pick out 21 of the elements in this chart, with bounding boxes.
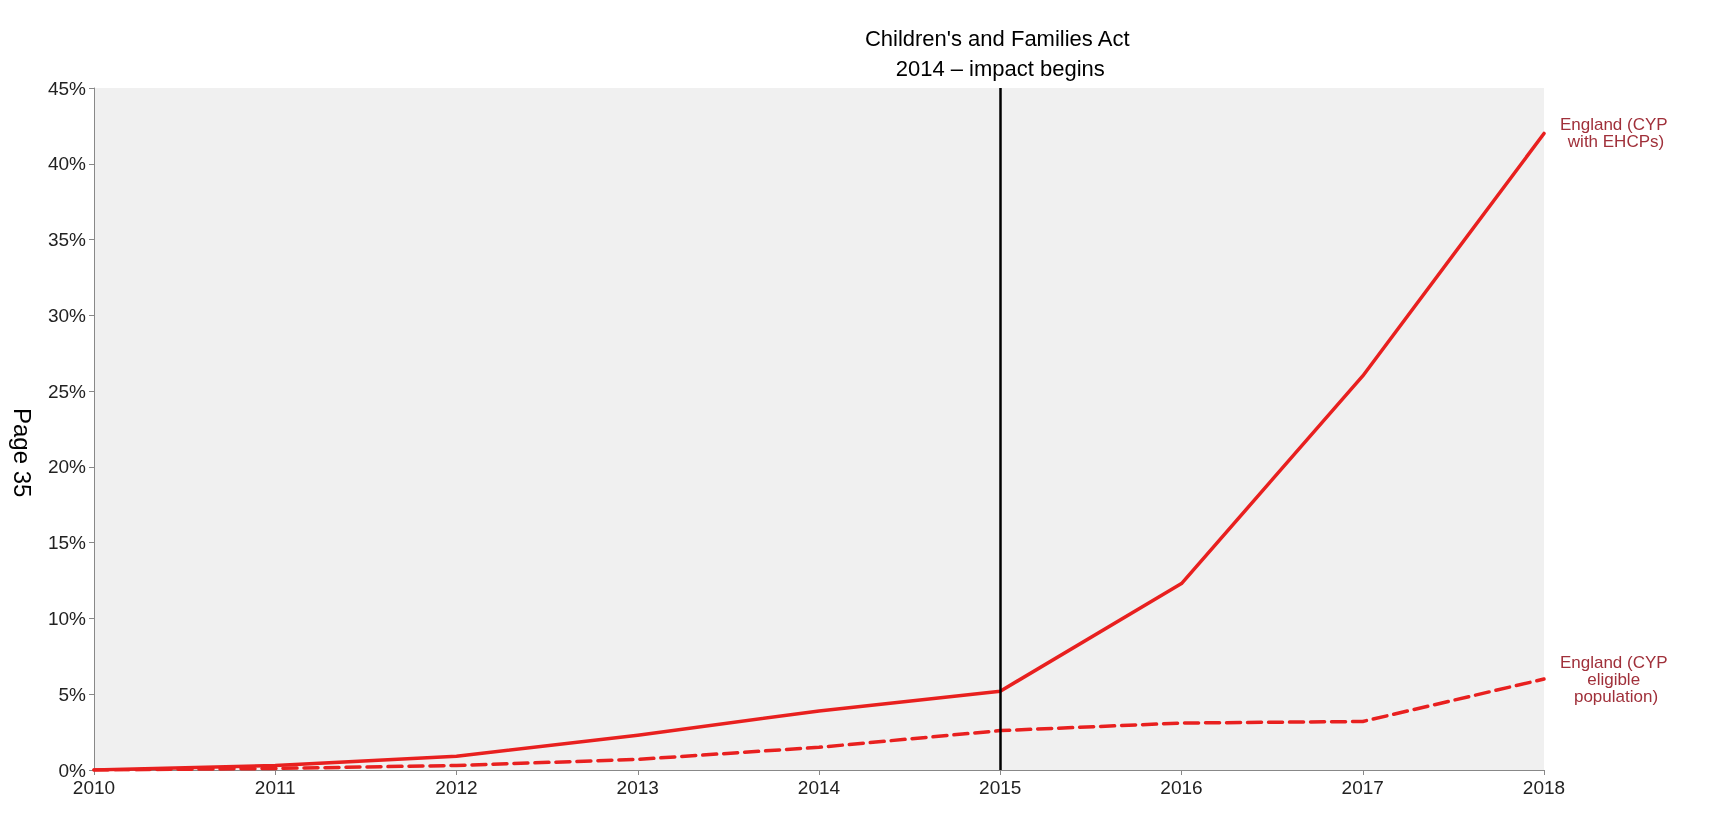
y-tick-label: 5% — [58, 683, 87, 705]
x-tick-label: 2015 — [979, 777, 1022, 798]
y-tick-label: 10% — [47, 607, 87, 629]
y-tick-label: 30% — [47, 304, 87, 326]
y-tick-label: 40% — [47, 153, 87, 175]
x-tick-label: 2018 — [1522, 777, 1566, 798]
text: Page 35 — [8, 408, 36, 498]
series-label: England (CYP with EHCPs) — [1559, 115, 1673, 152]
x-tick-label: 2016 — [1160, 777, 1203, 798]
y-tick-label: 35% — [47, 229, 87, 251]
y-tick-label: 25% — [47, 380, 87, 402]
y-tick-label: 15% — [47, 532, 87, 554]
x-tick-label: 2012 — [435, 777, 478, 798]
y-tick-label: 20% — [47, 456, 87, 478]
x-tick-label: 2017 — [1341, 777, 1384, 798]
x-tick-label: 2014 — [797, 777, 841, 798]
ref-line-label: Children's and Families Act 2014 – impact begins — [864, 25, 1136, 81]
x-tick-label: 2013 — [616, 777, 659, 798]
series-label: England (CYP eligible population) — [1559, 652, 1673, 706]
x-tick-label: 2011 — [254, 777, 296, 798]
y-tick-label: 45% — [47, 77, 87, 99]
